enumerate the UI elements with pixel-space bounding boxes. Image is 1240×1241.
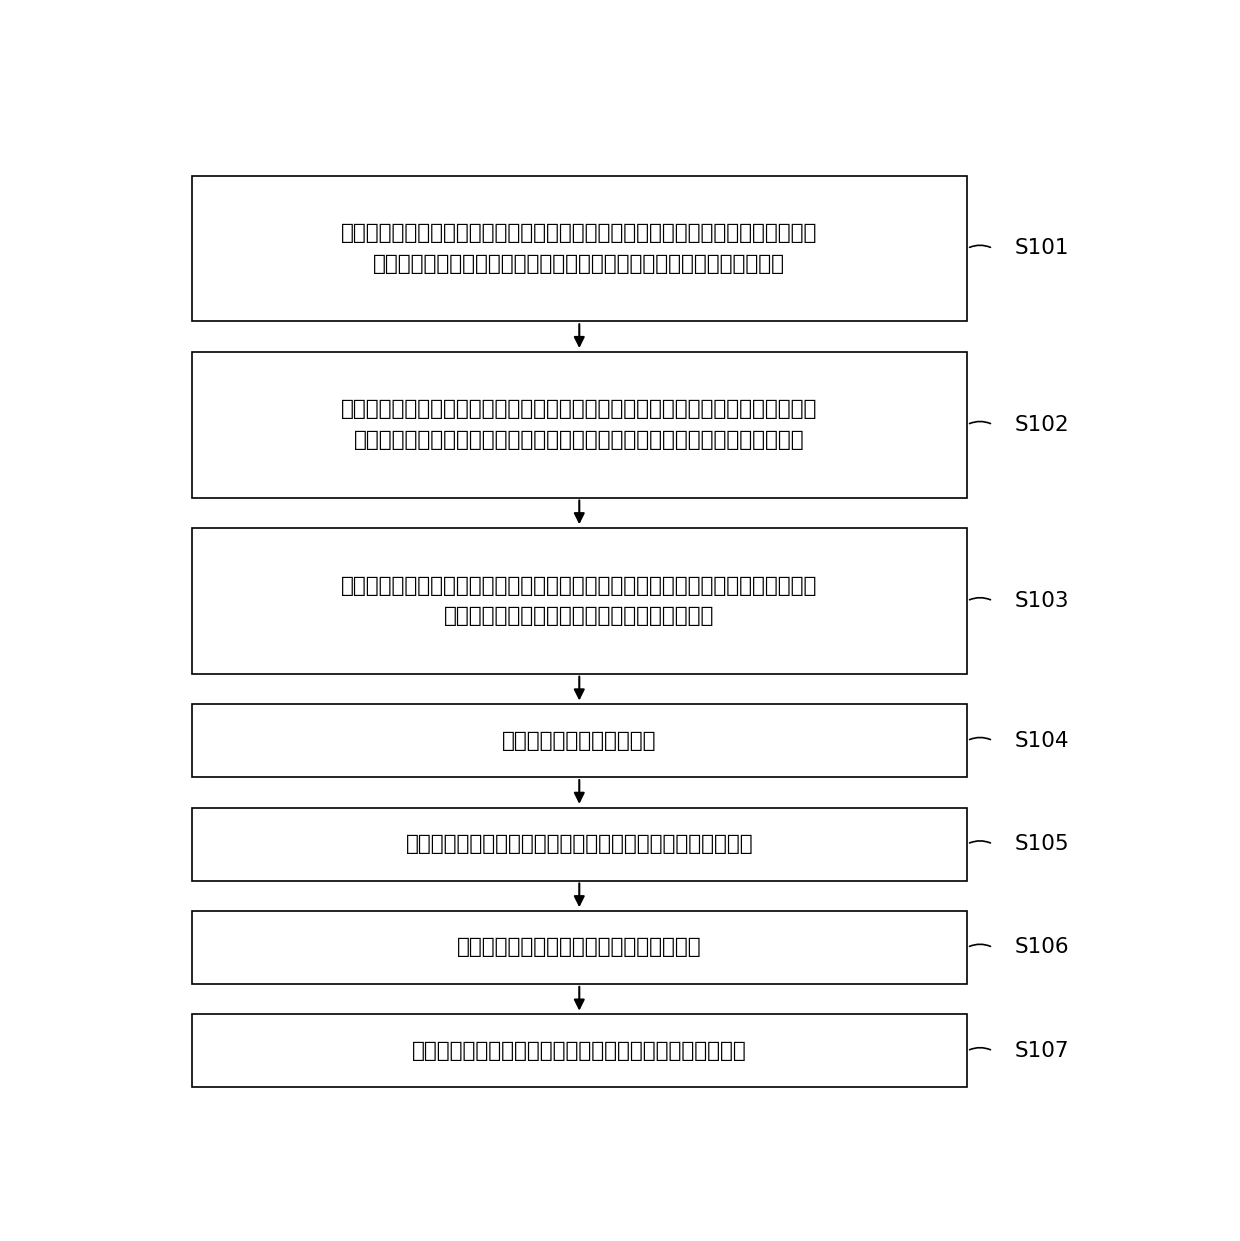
Text: 提供衬底，衬底包括薄膜晶体管区域和光感测区域；在衬底上形成栅极层，栅极层包
括形成在薄膜晶体管区域上的第一栅极以及形成在光感测区域的第二栅极: 提供衬底，衬底包括薄膜晶体管区域和光感测区域；在衬底上形成栅极层，栅极层包 括形…: [341, 223, 817, 274]
Bar: [191, 176, 967, 321]
Bar: [191, 705, 967, 777]
Bar: [191, 1014, 967, 1087]
Text: S105: S105: [1016, 834, 1070, 854]
Text: 在第一保护层和第一沟道区上形成光屏蔽层: 在第一保护层和第一沟道区上形成光屏蔽层: [458, 937, 702, 958]
Bar: [191, 911, 967, 984]
Text: S106: S106: [1016, 937, 1070, 958]
Bar: [191, 808, 967, 881]
Text: S107: S107: [1016, 1041, 1070, 1061]
Text: 在栅极绝缘层和半导体层上形成第一导电层，以及在第一导电层上形成第一保护层，
在第一保护层对应光感测区域上形成第二沟道区: 在栅极绝缘层和半导体层上形成第一导电层，以及在第一导电层上形成第一保护层， 在第…: [341, 576, 817, 627]
Bar: [191, 529, 967, 674]
Text: S102: S102: [1016, 414, 1070, 434]
Bar: [191, 352, 967, 498]
Text: S104: S104: [1016, 731, 1070, 751]
Text: 在第二沟道区上形成光敏层: 在第二沟道区上形成光敏层: [502, 731, 656, 751]
Text: S101: S101: [1016, 238, 1070, 258]
Text: 在光敏层上形成第二导电层，第二导电层与第二栅极电性连接: 在光敏层上形成第二导电层，第二导电层与第二栅极电性连接: [405, 834, 753, 854]
Text: 在光屏蔽层、第二导电层以及第一保护层上形成第二保护层: 在光屏蔽层、第二导电层以及第一保护层上形成第二保护层: [412, 1041, 746, 1061]
Text: S103: S103: [1016, 591, 1070, 611]
Text: 在衬底上形成栅极绝缘层和半导体层，使得栅极绝缘层覆盖栅极层和衬底；半导体层
位于第一栅极上方，且半导体层具有第一沟道区，第一沟道区部分贯穿半导体层: 在衬底上形成栅极绝缘层和半导体层，使得栅极绝缘层覆盖栅极层和衬底；半导体层 位于…: [341, 400, 817, 450]
